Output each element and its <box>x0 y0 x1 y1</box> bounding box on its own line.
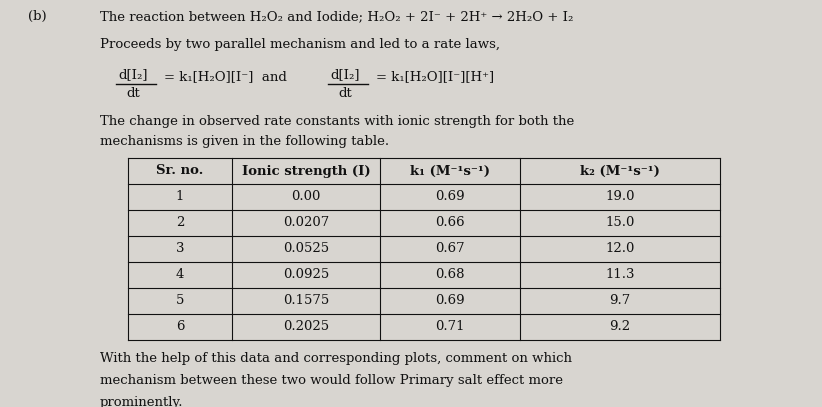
Text: 4: 4 <box>176 269 184 282</box>
Text: Sr. no.: Sr. no. <box>156 164 204 177</box>
Text: 0.1575: 0.1575 <box>283 295 329 308</box>
Text: 0.2025: 0.2025 <box>283 320 329 333</box>
Text: dt: dt <box>126 87 140 100</box>
Text: 11.3: 11.3 <box>605 269 635 282</box>
Text: 0.0925: 0.0925 <box>283 269 329 282</box>
Text: With the help of this data and corresponding plots, comment on which: With the help of this data and correspon… <box>100 352 572 365</box>
Text: 0.69: 0.69 <box>435 190 464 204</box>
Text: 6: 6 <box>176 320 184 333</box>
Text: = k₁[H₂O][I⁻]  and: = k₁[H₂O][I⁻] and <box>164 70 287 83</box>
Text: 15.0: 15.0 <box>605 217 635 230</box>
Text: k₂ (M⁻¹s⁻¹): k₂ (M⁻¹s⁻¹) <box>580 164 660 177</box>
Text: 0.66: 0.66 <box>435 217 464 230</box>
Text: 9.7: 9.7 <box>609 295 630 308</box>
Text: Proceeds by two parallel mechanism and led to a rate laws,: Proceeds by two parallel mechanism and l… <box>100 38 500 51</box>
Text: The reaction between H₂O₂ and Iodide; H₂O₂ + 2I⁻ + 2H⁺ → 2H₂O + I₂: The reaction between H₂O₂ and Iodide; H₂… <box>100 10 574 23</box>
Text: 2: 2 <box>176 217 184 230</box>
Text: mechanisms is given in the following table.: mechanisms is given in the following tab… <box>100 135 389 148</box>
Text: 0.68: 0.68 <box>436 269 464 282</box>
Text: Ionic strength (I): Ionic strength (I) <box>242 164 371 177</box>
Text: 5: 5 <box>176 295 184 308</box>
Text: 0.69: 0.69 <box>435 295 464 308</box>
Text: d[I₂]: d[I₂] <box>118 68 147 81</box>
Text: 0.0207: 0.0207 <box>283 217 329 230</box>
Text: The change in observed rate constants with ionic strength for both the: The change in observed rate constants wi… <box>100 115 575 128</box>
Text: 19.0: 19.0 <box>605 190 635 204</box>
Text: 0.0525: 0.0525 <box>283 243 329 256</box>
Text: d[I₂]: d[I₂] <box>330 68 359 81</box>
Text: 0.00: 0.00 <box>291 190 321 204</box>
Text: 0.67: 0.67 <box>435 243 464 256</box>
Text: 9.2: 9.2 <box>609 320 630 333</box>
Text: prominently.: prominently. <box>100 396 183 407</box>
Text: mechanism between these two would follow Primary salt effect more: mechanism between these two would follow… <box>100 374 563 387</box>
Text: (b): (b) <box>28 10 47 23</box>
Text: 12.0: 12.0 <box>605 243 635 256</box>
Text: k₁ (M⁻¹s⁻¹): k₁ (M⁻¹s⁻¹) <box>410 164 490 177</box>
Text: = k₁[H₂O][I⁻][H⁺]: = k₁[H₂O][I⁻][H⁺] <box>376 70 494 83</box>
Text: 0.71: 0.71 <box>436 320 464 333</box>
Text: 3: 3 <box>176 243 184 256</box>
Text: dt: dt <box>338 87 352 100</box>
Text: 1: 1 <box>176 190 184 204</box>
